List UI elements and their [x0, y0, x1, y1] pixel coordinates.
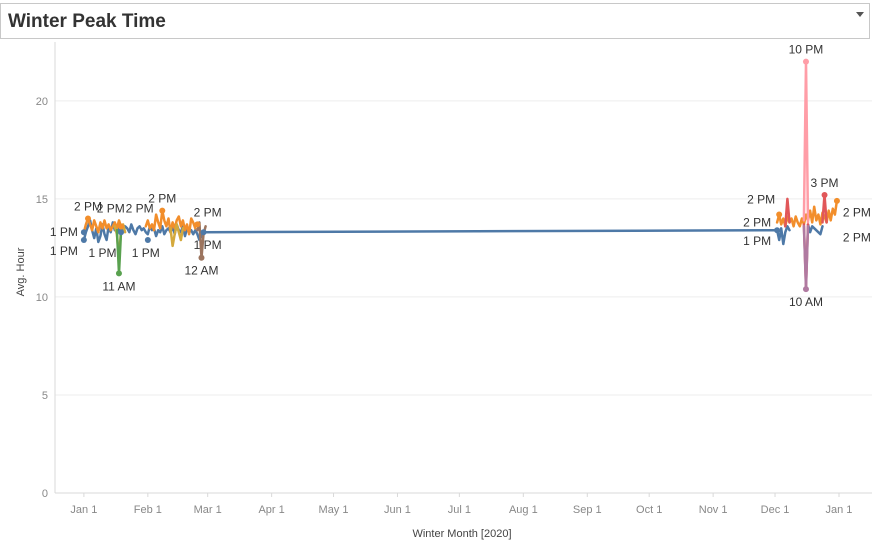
x-tick-label: Jan 1 [826, 504, 853, 516]
y-tick-label: 15 [36, 194, 48, 206]
data-label: 2 PM [74, 199, 102, 213]
data-point[interactable] [118, 229, 125, 236]
series-line-purple [802, 225, 810, 291]
data-label: 2 PM [194, 205, 222, 219]
axes: 0 5 10 15 20 Jan 1 Feb 1 Mar 1 Apr 1 May 1 Jun 1 Ju… [36, 42, 872, 516]
data-label: 2 PM [148, 192, 176, 206]
data-point[interactable] [80, 229, 87, 236]
series-line-orange [82, 217, 123, 234]
data-point[interactable] [802, 286, 809, 293]
data-label: 11 AM [102, 279, 135, 293]
series-line-blue [806, 223, 824, 236]
data-point[interactable] [144, 237, 151, 244]
data-label: 2 PM [126, 201, 154, 215]
data-label: 10 PM [789, 43, 824, 57]
x-tick-label: Apr 1 [258, 504, 284, 516]
chevron-down-icon[interactable] [856, 12, 864, 17]
data-label: 10 AM [789, 295, 823, 309]
data-point[interactable] [833, 197, 840, 204]
y-tick-label: 20 [36, 96, 48, 108]
x-tick-label: Aug 1 [509, 504, 538, 516]
data-point[interactable] [85, 215, 92, 222]
data-point[interactable] [774, 227, 781, 234]
gridlines [55, 100, 872, 494]
data-label: 1 PM [132, 246, 160, 260]
data-label: 1 PM [88, 246, 116, 260]
data-label: 2 PM [747, 193, 775, 207]
x-axis-title: Winter Month [2020] [412, 528, 511, 540]
data-point[interactable] [159, 207, 166, 214]
data-label: 2 PM [843, 206, 871, 220]
data-label: 1 PM [743, 234, 771, 248]
series-line-pink [802, 60, 810, 224]
x-tick-label: May 1 [319, 504, 349, 516]
series-line-green [115, 228, 123, 275]
data-label: 2 PM [97, 201, 125, 215]
data-label: 1 PM [50, 244, 78, 258]
data-point[interactable] [776, 211, 783, 218]
x-tick-label: Jun 1 [384, 504, 411, 516]
data-label: 2 PM [743, 215, 771, 229]
x-tick-label: Jul 1 [448, 504, 471, 516]
data-point[interactable] [115, 270, 122, 277]
x-tick-label: Mar 1 [194, 504, 222, 516]
x-tick-label: Feb 1 [134, 504, 162, 516]
data-point[interactable] [821, 191, 828, 198]
x-tick-label: Jan 1 [70, 504, 97, 516]
x-tick-label: Dec 1 [761, 504, 790, 516]
y-tick-label: 10 [36, 292, 48, 304]
y-axis-title: Avg. Hour [15, 247, 27, 296]
series-lines [82, 60, 839, 291]
data-label: 1 PM [50, 225, 78, 239]
data-point[interactable] [194, 221, 201, 228]
series-line-connector [203, 228, 778, 234]
data-labels: 2 PM2 PM 2 PM2 PM2 PM1 PM1 PM 1 PM 1 PM1 PM… [50, 43, 871, 309]
series-line-tan [169, 223, 185, 248]
page-title: Winter Peak Time [8, 11, 166, 32]
x-tick-label: Nov 1 [699, 504, 728, 516]
data-label: 1 PM [194, 238, 222, 252]
series-line-red [784, 197, 791, 228]
data-point[interactable] [200, 229, 207, 236]
data-point[interactable] [80, 237, 87, 244]
x-tick-label: Sep 1 [573, 504, 602, 516]
series-line-blue [775, 225, 791, 246]
x-tick-label: Oct 1 [636, 504, 662, 516]
data-point[interactable] [118, 223, 125, 230]
y-tick-label: 0 [42, 488, 48, 500]
y-tick-label: 5 [42, 390, 48, 402]
title-bar: Winter Peak Time [0, 3, 870, 39]
series-dots [80, 58, 840, 293]
data-label: 2 PM [843, 230, 871, 244]
data-label: 3 PM [811, 176, 839, 190]
data-point[interactable] [802, 58, 809, 65]
data-point[interactable] [198, 254, 205, 261]
data-label: 12 AM [184, 264, 218, 278]
